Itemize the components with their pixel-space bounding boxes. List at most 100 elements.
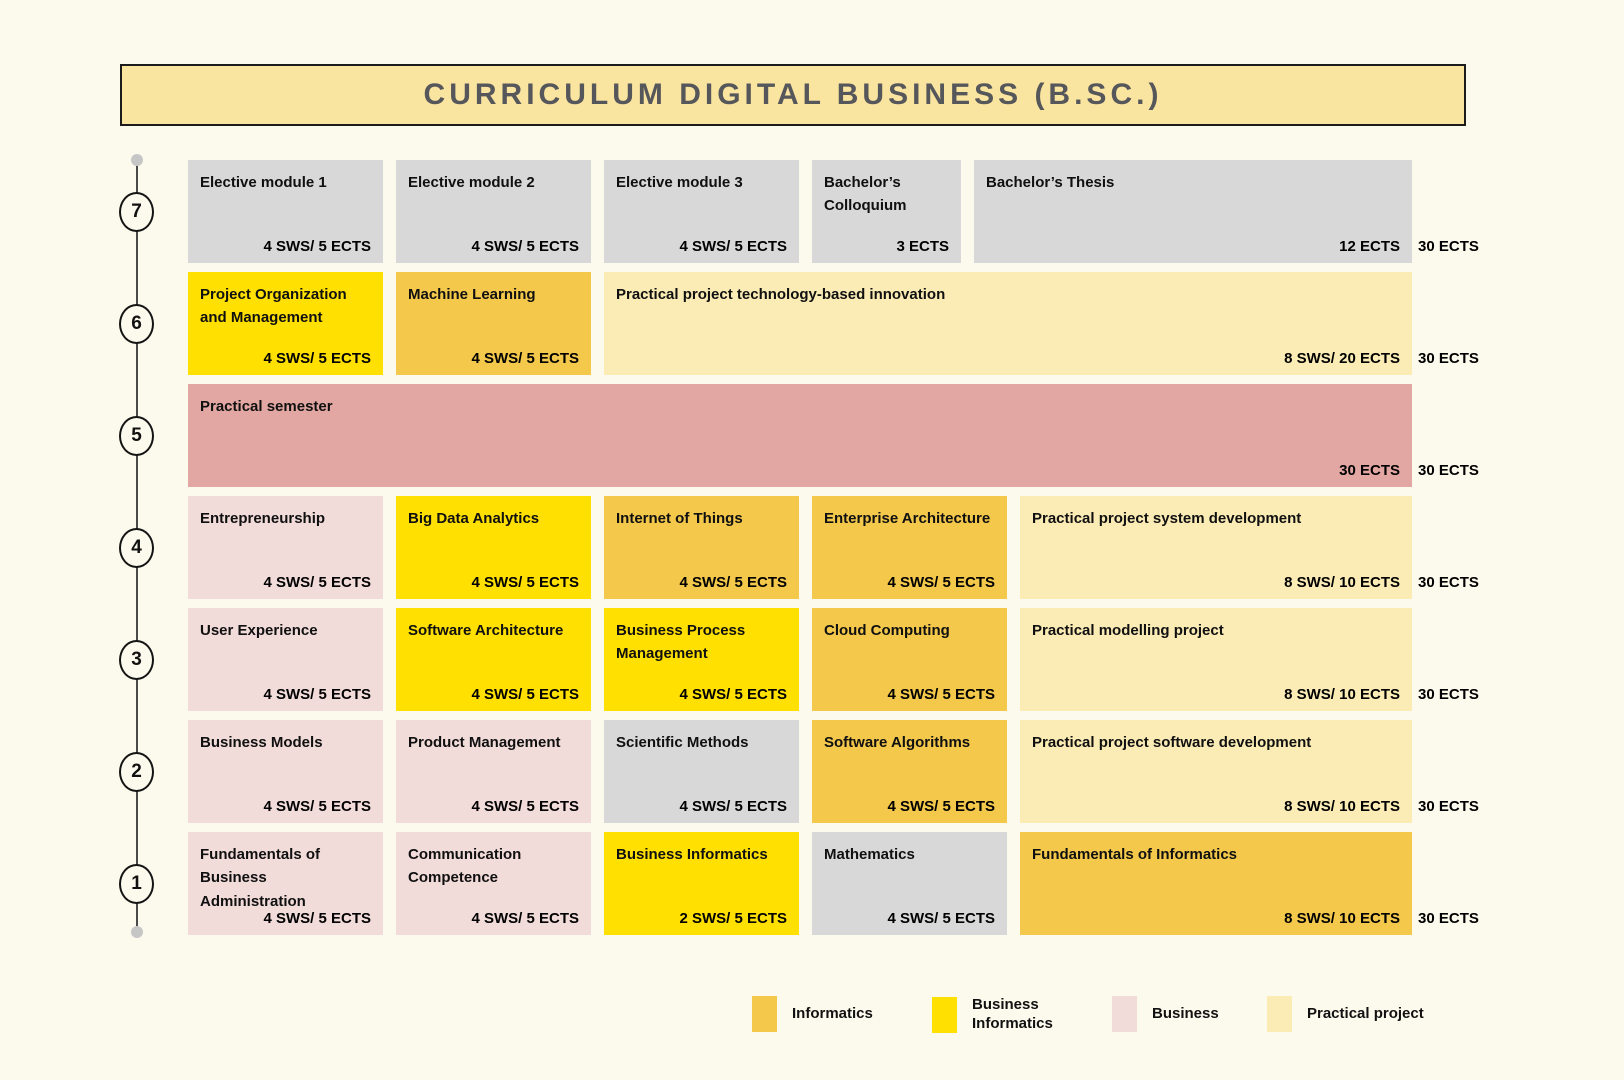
legend: Informatics Business Informatics Business P… <box>752 996 1424 1034</box>
module-name: Business Informatics <box>616 846 768 863</box>
module-credits: 4 SWS/ 5 ECTS <box>887 798 995 815</box>
module-name: Elective module 1 <box>200 174 327 191</box>
module-box: Big Data Analytics 4 SWS/ 5 ECTS <box>396 496 591 599</box>
semester-number-circle: 4 <box>119 527 154 568</box>
module-box: Elective module 2 4 SWS/ 5 ECTS <box>396 160 591 263</box>
semester-total-ects: 30 ECTS <box>1418 462 1479 479</box>
module-credits: 4 SWS/ 5 ECTS <box>887 686 995 703</box>
semester-number-circle: 6 <box>119 303 154 344</box>
module-name: Machine Learning <box>408 286 536 303</box>
module-box: Software Architecture 4 SWS/ 5 ECTS <box>396 608 591 711</box>
module-box: Cloud Computing 4 SWS/ 5 ECTS <box>812 608 1007 711</box>
module-name: Project Organization and Management <box>200 286 347 327</box>
module-credits: 4 SWS/ 5 ECTS <box>679 686 787 703</box>
module-name: Software Architecture <box>408 622 564 639</box>
module-credits: 3 ECTS <box>896 238 949 255</box>
module-name: Practical project technology-based innov… <box>616 286 946 303</box>
page-title: CURRICULUM DIGITAL BUSINESS (B.SC.) <box>423 78 1163 111</box>
module-box: Machine Learning 4 SWS/ 5 ECTS <box>396 272 591 375</box>
semester-number-circle: 5 <box>119 415 154 456</box>
module-credits: 4 SWS/ 5 ECTS <box>471 910 579 927</box>
module-credits: 8 SWS/ 10 ECTS <box>1284 686 1400 703</box>
semester-row: Practical semester 30 ECTS 30 ECTS <box>188 384 1479 487</box>
module-name: Practical modelling project <box>1032 622 1224 639</box>
semester-row: User Experience 4 SWS/ 5 ECTS Software Arc… <box>188 608 1479 711</box>
legend-item: Business Informatics <box>932 996 1112 1034</box>
module-credits: 4 SWS/ 5 ECTS <box>471 574 579 591</box>
module-box: Business Informatics 2 SWS/ 5 ECTS <box>604 832 799 935</box>
semester-row: Project Organization and Management 4 SWS… <box>188 272 1479 375</box>
module-name: User Experience <box>200 622 318 639</box>
module-box: User Experience 4 SWS/ 5 ECTS <box>188 608 383 711</box>
module-credits: 4 SWS/ 5 ECTS <box>679 574 787 591</box>
module-credits: 4 SWS/ 5 ECTS <box>471 350 579 367</box>
module-box: Enterprise Architecture 4 SWS/ 5 ECTS <box>812 496 1007 599</box>
module-box: Entrepreneurship 4 SWS/ 5 ECTS <box>188 496 383 599</box>
module-name: Communication Competence <box>408 846 522 887</box>
module-box: Fundamentals of Business Administration 4… <box>188 832 383 935</box>
module-name: Scientific Methods <box>616 734 749 751</box>
timeline-start-dot <box>131 154 143 166</box>
module-box: Scientific Methods 4 SWS/ 5 ECTS <box>604 720 799 823</box>
module-credits: 4 SWS/ 5 ECTS <box>263 238 371 255</box>
legend-label: Business Informatics <box>972 996 1053 1032</box>
module-name: Enterprise Architecture <box>824 510 991 527</box>
module-credits: 30 ECTS <box>1339 462 1400 479</box>
module-credits: 8 SWS/ 20 ECTS <box>1284 350 1400 367</box>
module-name: Practical semester <box>200 398 333 415</box>
semester-row: Fundamentals of Business Administration 4… <box>188 832 1479 935</box>
module-name: Elective module 2 <box>408 174 535 191</box>
module-name: Product Management <box>408 734 561 751</box>
module-credits: 4 SWS/ 5 ECTS <box>263 910 371 927</box>
module-credits: 4 SWS/ 5 ECTS <box>471 238 579 255</box>
module-name: Mathematics <box>824 846 915 863</box>
title-banner: CURRICULUM DIGITAL BUSINESS (B.SC.) <box>120 64 1466 126</box>
semester-number-circle: 1 <box>119 863 154 904</box>
module-box: Practical project technology-based innov… <box>604 272 1412 375</box>
module-credits: 4 SWS/ 5 ECTS <box>887 574 995 591</box>
legend-label: Informatics <box>792 1004 873 1022</box>
module-box: Mathematics 4 SWS/ 5 ECTS <box>812 832 1007 935</box>
module-box: Bachelor’s Colloquium 3 ECTS <box>812 160 961 263</box>
legend-label: Practical project <box>1307 1004 1424 1022</box>
module-credits: 8 SWS/ 10 ECTS <box>1284 798 1400 815</box>
legend-color-swatch <box>1267 996 1292 1032</box>
legend-item: Informatics <box>752 996 932 1032</box>
semester-total-ects: 30 ECTS <box>1418 686 1479 703</box>
legend-item: Business <box>1112 996 1267 1032</box>
module-name: Big Data Analytics <box>408 510 540 527</box>
legend-label: Business <box>1152 1004 1219 1022</box>
semester-total-ects: 30 ECTS <box>1418 910 1479 927</box>
module-credits: 4 SWS/ 5 ECTS <box>887 910 995 927</box>
module-box: Practical semester 30 ECTS <box>188 384 1412 487</box>
module-credits: 4 SWS/ 5 ECTS <box>471 686 579 703</box>
module-box: Practical modelling project 8 SWS/ 10 ECT… <box>1020 608 1412 711</box>
module-credits: 4 SWS/ 5 ECTS <box>263 350 371 367</box>
module-name: Software Algorithms <box>824 734 971 751</box>
module-box: Practical project system development 8 SW… <box>1020 496 1412 599</box>
module-box: Business Models 4 SWS/ 5 ECTS <box>188 720 383 823</box>
module-credits: 4 SWS/ 5 ECTS <box>263 574 371 591</box>
module-credits: 4 SWS/ 5 ECTS <box>263 798 371 815</box>
module-box: Product Management 4 SWS/ 5 ECTS <box>396 720 591 823</box>
semester-number-circle: 3 <box>119 639 154 680</box>
module-credits: 2 SWS/ 5 ECTS <box>679 910 787 927</box>
module-credits: 8 SWS/ 10 ECTS <box>1284 574 1400 591</box>
legend-item: Practical project <box>1267 996 1424 1032</box>
module-box: Internet of Things 4 SWS/ 5 ECTS <box>604 496 799 599</box>
timeline-end-dot <box>131 926 143 938</box>
module-box: Bachelor’s Thesis 12 ECTS <box>974 160 1412 263</box>
module-name: Practical project system development <box>1032 510 1302 527</box>
semester-total-ects: 30 ECTS <box>1418 574 1479 591</box>
module-credits: 4 SWS/ 5 ECTS <box>679 238 787 255</box>
module-credits: 4 SWS/ 5 ECTS <box>263 686 371 703</box>
module-name: Practical project software development <box>1032 734 1312 751</box>
module-box: Software Algorithms 4 SWS/ 5 ECTS <box>812 720 1007 823</box>
module-name: Fundamentals of Business Administration <box>200 846 321 910</box>
module-name: Internet of Things <box>616 510 743 527</box>
semester-row: Entrepreneurship 4 SWS/ 5 ECTS Big Data An… <box>188 496 1479 599</box>
module-name: Entrepreneurship <box>200 510 326 527</box>
